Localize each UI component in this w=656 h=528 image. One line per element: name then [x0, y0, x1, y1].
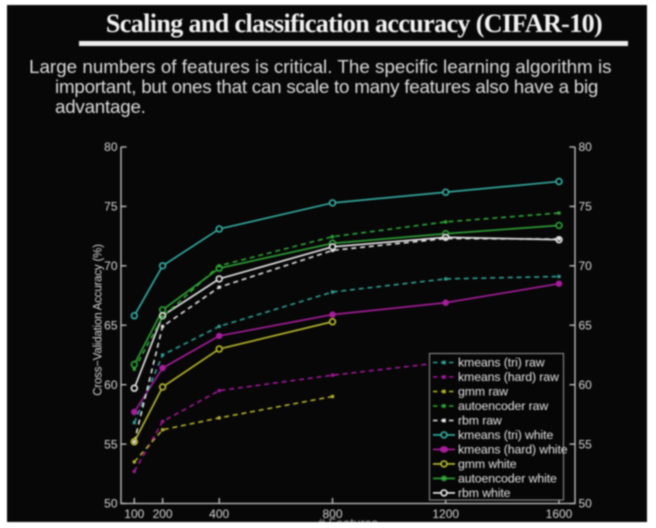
svg-text:100: 100 [124, 507, 144, 521]
svg-text:kmeans (tri) white: kmeans (tri) white [458, 428, 553, 442]
svg-text:kmeans (tri) raw: kmeans (tri) raw [458, 356, 545, 370]
svg-text:kmeans (hard) white: kmeans (hard) white [458, 443, 568, 457]
svg-text:55: 55 [579, 437, 593, 451]
svg-text:Cross−Validation Accuracy (%): Cross−Validation Accuracy (%) [93, 244, 105, 396]
svg-text:kmeans (hard) raw: kmeans (hard) raw [458, 370, 559, 384]
svg-text:65: 65 [104, 318, 118, 332]
svg-text:50: 50 [104, 497, 118, 511]
svg-text:rbm white: rbm white [458, 486, 511, 500]
svg-text:55: 55 [104, 437, 118, 451]
svg-text:gmm white: gmm white [458, 457, 517, 471]
svg-text:50: 50 [579, 497, 593, 511]
svg-text:70: 70 [579, 259, 593, 273]
svg-text:rbm raw: rbm raw [458, 414, 502, 428]
svg-text:75: 75 [104, 200, 118, 214]
svg-text:400: 400 [209, 507, 229, 521]
svg-text:60: 60 [104, 378, 118, 392]
svg-text:70: 70 [104, 259, 118, 273]
svg-text:autoencoder raw: autoencoder raw [458, 399, 548, 413]
svg-text:80: 80 [104, 140, 118, 154]
svg-text:autoencoder white: autoencoder white [458, 472, 557, 486]
svg-text:200: 200 [153, 507, 173, 521]
svg-text:1200: 1200 [432, 507, 459, 521]
svg-text:60: 60 [579, 378, 593, 392]
svg-text:gmm raw: gmm raw [458, 385, 508, 399]
svg-text:80: 80 [579, 140, 593, 154]
svg-text:65: 65 [579, 318, 593, 332]
svg-text:800: 800 [322, 507, 342, 521]
svg-text:75: 75 [579, 200, 593, 214]
svg-text:1600: 1600 [546, 507, 573, 521]
